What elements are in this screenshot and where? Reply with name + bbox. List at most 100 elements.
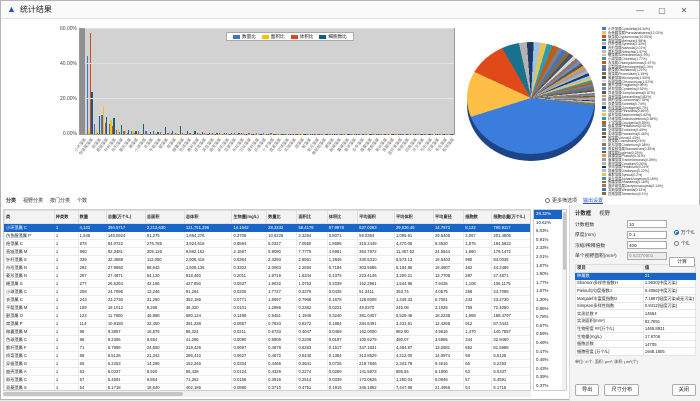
field-input[interactable] <box>627 231 667 239</box>
more-filter-radio[interactable] <box>545 198 550 203</box>
bar-group <box>262 29 269 134</box>
column-header[interactable]: 面积比 <box>297 211 327 224</box>
hscroll-thumb[interactable] <box>3 392 183 396</box>
list-item[interactable]: 1.90% <box>534 270 562 279</box>
column-header[interactable]: 类 <box>5 211 55 224</box>
table-cell: 315.2449 <box>358 240 395 248</box>
tab-按门分类[interactable]: 按门分类 <box>50 197 70 204</box>
column-header[interactable]: 平均体积 <box>394 211 433 224</box>
list-item[interactable]: 0.45% <box>534 356 562 365</box>
panel-tab-计数框[interactable]: 计数框 <box>575 209 591 217</box>
column-header[interactable]: 总面积 <box>145 211 184 224</box>
list-item[interactable]: 0.59% <box>534 330 562 339</box>
close-dialog-button[interactable]: 关闭 <box>672 384 696 396</box>
export-button[interactable]: 导出 <box>575 384 599 396</box>
list-item[interactable]: 1.30% <box>534 296 562 305</box>
maximize-button[interactable]: ▢ <box>651 1 673 19</box>
pct-list-vscrollbar[interactable] <box>562 210 566 390</box>
table-cell: 伪鱼腥藻属 P <box>5 232 55 240</box>
tab-视野分类[interactable]: 视野分类 <box>23 197 43 204</box>
list-item[interactable]: 28.32% <box>534 210 562 219</box>
list-item[interactable]: 10.62% <box>534 219 562 228</box>
list-item[interactable]: 2.33% <box>534 244 562 253</box>
calculate-button[interactable]: 计算 <box>669 257 695 267</box>
list-item[interactable]: 5.91% <box>534 236 562 245</box>
radio-option[interactable]: 个/L <box>674 240 695 247</box>
column-header[interactable]: 平均直径 <box>433 211 463 224</box>
output-settings-link[interactable]: 输出设置 <box>583 197 603 204</box>
column-header[interactable]: 数量 <box>78 211 106 224</box>
list-item[interactable]: 0.85% <box>534 305 562 314</box>
tab-分类[interactable]: 分类 <box>6 197 16 204</box>
column-header[interactable]: 总体积 <box>184 211 232 224</box>
list-item[interactable]: 0.67% <box>534 322 562 331</box>
stats-row[interactable]: 生物量(mg/L)17.6706 <box>576 333 696 341</box>
list-item[interactable]: 0.49% <box>534 339 562 348</box>
close-button[interactable]: ✕ <box>673 1 695 19</box>
radio-option[interactable]: 万个/L <box>674 229 695 236</box>
stats-row[interactable]: 实测总数 #14554 <box>576 310 696 318</box>
field-input[interactable] <box>627 220 667 228</box>
radio-button[interactable] <box>674 241 679 246</box>
panel-tab-视野[interactable]: 视野 <box>599 209 610 217</box>
size-distribution-button[interactable]: 尺寸分布 <box>604 384 639 396</box>
table-cell: 64,120 <box>145 272 184 280</box>
stats-row[interactable]: 生物密度 ##(万个/L)1465.8931 <box>576 325 696 333</box>
column-header[interactable]: 数量比 <box>267 211 297 224</box>
list-item[interactable]: 0.37% <box>534 382 562 391</box>
vscroll-thumb[interactable] <box>563 212 566 270</box>
list-item[interactable]: 1.77% <box>534 279 562 288</box>
column-header[interactable]: 细胞数 <box>464 211 492 224</box>
table-cell: 1 <box>54 264 78 272</box>
list-item[interactable]: 0.47% <box>534 348 562 357</box>
column-header[interactable]: 平均面积 <box>358 211 395 224</box>
radio-button[interactable] <box>674 230 679 235</box>
list-item[interactable]: 0.43% <box>534 365 562 374</box>
column-header[interactable]: 细胞总量(万个/L) <box>492 211 531 224</box>
column-header[interactable]: 总量(万个/L) <box>106 211 145 224</box>
gridline <box>85 63 454 64</box>
list-item[interactable]: 0.78% <box>534 313 562 322</box>
minimize-button[interactable]: — <box>629 1 651 19</box>
column-header[interactable]: 体积比 <box>327 211 357 224</box>
list-item[interactable]: 6.03% <box>534 227 562 236</box>
table-hscrollbar[interactable] <box>3 391 531 397</box>
stats-row[interactable]: 细胞密度 (万个/L)1948.1805 <box>576 348 696 356</box>
list-item[interactable]: 1.97% <box>534 262 562 271</box>
list-item[interactable]: 1.67% <box>534 287 562 296</box>
column-header[interactable]: 生物量(mg/L) <box>232 211 267 224</box>
field-input[interactable] <box>627 241 667 249</box>
column-header[interactable]: 种类数 <box>54 211 78 224</box>
list-item[interactable]: 2.01% <box>534 253 562 262</box>
stats-row[interactable]: 实测面积(mm²)92.7891 <box>576 318 696 326</box>
tab-个数[interactable]: 个数 <box>77 197 87 204</box>
list-item[interactable]: 0.39% <box>534 373 562 382</box>
